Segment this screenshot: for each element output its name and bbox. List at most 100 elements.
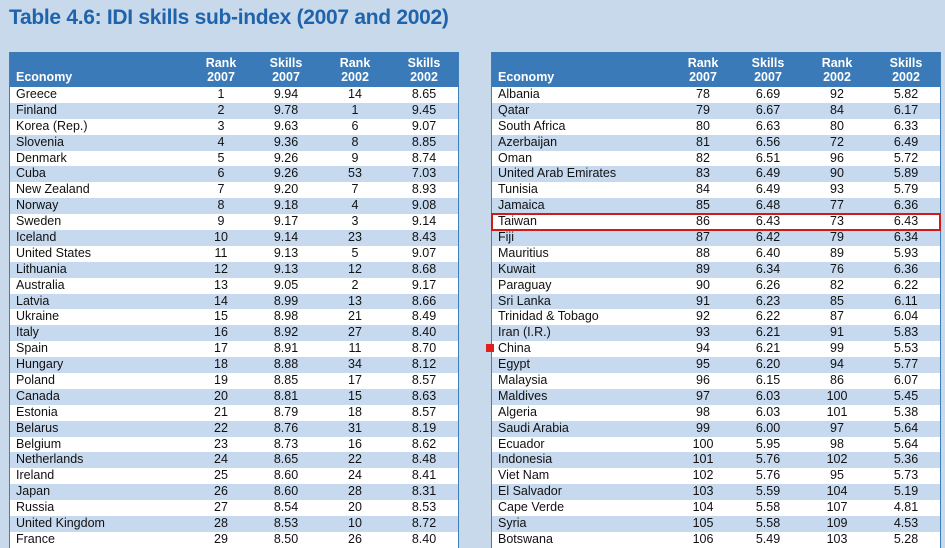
rank-2002-cell: 2 <box>351 277 359 292</box>
skills-2002-cell: 8.43 <box>411 230 437 245</box>
table-row: Spain 17 8.91 11 8.70 <box>10 341 458 358</box>
skills-2002-cell: 6.04 <box>893 309 919 324</box>
skills-2007-cell: 8.99 <box>273 293 299 308</box>
economy-cell: Belarus <box>16 420 59 435</box>
table-row: Denmark 5 9.26 9 8.74 <box>10 150 458 167</box>
skills-2002-cell: 8.70 <box>411 341 437 356</box>
skills-2007-cell: 6.67 <box>755 102 781 117</box>
table-row: Ecuador 100 5.95 98 5.64 <box>492 436 940 453</box>
skills-2007-cell: 6.63 <box>755 118 781 133</box>
skills-2007-cell: 9.05 <box>273 277 299 292</box>
rank-2002-cell: 102 <box>826 452 848 467</box>
table-row: Iceland 10 9.14 23 8.43 <box>10 230 458 246</box>
skills-2002-cell: 5.53 <box>893 341 919 356</box>
skills-2007-cell: 9.13 <box>273 245 299 260</box>
skills-2002-cell: 5.73 <box>893 468 919 483</box>
economy-cell: Norway <box>16 198 59 213</box>
rank-2002-cell: 109 <box>826 516 848 531</box>
rank-2002-cell: 82 <box>830 277 844 292</box>
economy-cell: Saudi Arabia <box>498 420 569 435</box>
skills-2002-cell: 9.45 <box>411 102 437 117</box>
skills-2007-cell: 8.53 <box>273 516 299 531</box>
economy-cell: Malaysia <box>498 373 548 388</box>
skills-2002-cell: 8.62 <box>411 436 437 451</box>
table-row: United Arab Emirates 83 6.49 90 5.89 <box>492 166 940 183</box>
economy-cell: Sweden <box>16 214 62 229</box>
rank-2007-cell: 1 <box>217 87 225 101</box>
rank-2007-cell: 88 <box>696 245 710 260</box>
skills-2007-cell: 6.03 <box>755 404 781 419</box>
economy-cell: Belgium <box>16 436 62 451</box>
left-table-header: Economy Rank 2007 Skills 2007 Rank 2002 Ski… <box>10 52 458 87</box>
skills-2002-cell: 5.64 <box>893 436 919 451</box>
rank-2002-cell: 24 <box>348 468 362 483</box>
skills-2002-cell: 4.81 <box>893 500 919 515</box>
rank-2007-cell: 27 <box>214 500 228 515</box>
rank-2002-cell: 7 <box>351 182 359 197</box>
rank-2002-cell: 91 <box>830 325 844 340</box>
skills-2007-cell: 5.95 <box>755 436 781 451</box>
economy-cell: Iceland <box>16 230 57 245</box>
skills-2002-cell: 8.40 <box>411 325 437 340</box>
skills-2002-cell: 7.03 <box>411 166 437 181</box>
economy-cell: Ireland <box>16 468 55 483</box>
skills-2007-cell: 9.94 <box>273 87 299 101</box>
table-row: Australia 13 9.05 2 9.17 <box>10 277 458 294</box>
rank-2002-cell: 107 <box>826 500 848 515</box>
rank-2002-cell: 6 <box>351 118 359 133</box>
skills-2007-cell: 9.14 <box>273 230 299 245</box>
skills-2002-cell: 9.17 <box>411 277 437 292</box>
rank-2002-cell: 13 <box>348 293 362 308</box>
economy-cell: Viet Nam <box>498 468 550 483</box>
skills-2002-cell: 5.36 <box>893 452 919 467</box>
table-row: Viet Nam 102 5.76 95 5.73 <box>492 468 940 485</box>
header-rank-2007: Rank 2007 <box>205 56 237 84</box>
economy-cell: Canada <box>16 388 60 403</box>
skills-2002-cell: 5.19 <box>893 484 919 499</box>
table-row: Ukraine 15 8.98 21 8.49 <box>10 309 458 326</box>
skills-2002-cell: 5.79 <box>893 182 919 197</box>
skills-2002-cell: 8.41 <box>411 468 437 483</box>
rank-2002-cell: 80 <box>830 118 844 133</box>
skills-2002-cell: 8.53 <box>411 500 437 515</box>
table-row: Cape Verde 104 5.58 107 4.81 <box>492 500 940 517</box>
table-row: Canada 20 8.81 15 8.63 <box>10 388 458 405</box>
economy-cell: Algeria <box>498 404 537 419</box>
skills-2007-cell: 9.20 <box>273 182 299 197</box>
skills-2007-cell: 8.73 <box>273 436 299 451</box>
table-row: Azerbaijan 81 6.56 72 6.49 <box>492 134 940 151</box>
rank-2007-cell: 91 <box>696 293 710 308</box>
economy-cell: Australia <box>16 277 65 292</box>
skills-2002-cell: 8.12 <box>411 357 437 372</box>
table-row: Maldives 97 6.03 100 5.45 <box>492 388 940 405</box>
skills-2007-cell: 5.58 <box>755 516 781 531</box>
table-row: Netherlands 24 8.65 22 8.48 <box>10 452 458 469</box>
table-row: Kuwait 89 6.34 76 6.36 <box>492 261 940 278</box>
rank-2007-cell: 86 <box>696 214 710 229</box>
rank-2002-cell: 21 <box>348 309 362 324</box>
rank-2002-cell: 77 <box>830 198 844 213</box>
economy-cell: Finland <box>16 102 57 117</box>
skills-2002-cell: 8.57 <box>411 373 437 388</box>
skills-2007-cell: 5.76 <box>755 452 781 467</box>
skills-2007-cell: 5.58 <box>755 500 781 515</box>
rank-2002-cell: 73 <box>830 214 844 229</box>
skills-2002-cell: 5.82 <box>893 87 919 101</box>
rank-2007-cell: 11 <box>214 245 228 260</box>
rank-2002-cell: 15 <box>348 388 362 403</box>
rank-2002-cell: 11 <box>348 341 362 356</box>
rank-2002-cell: 28 <box>348 484 362 499</box>
skills-2002-cell: 8.19 <box>411 420 437 435</box>
rank-2002-cell: 72 <box>830 134 844 149</box>
rank-2002-cell: 27 <box>348 325 362 340</box>
economy-cell: Netherlands <box>16 452 84 467</box>
rank-2007-cell: 9 <box>217 214 225 229</box>
rank-2007-cell: 101 <box>692 452 714 467</box>
table-row: New Zealand 7 9.20 7 8.93 <box>10 182 458 199</box>
rank-2002-cell: 99 <box>830 341 844 356</box>
skills-2002-cell: 8.48 <box>411 452 437 467</box>
table-row: Greece 1 9.94 14 8.65 <box>10 87 458 103</box>
right-table: Economy Rank 2007 Skills 2007 Rank 2002 Ski… <box>491 52 941 548</box>
economy-cell: Ukraine <box>16 309 60 324</box>
rank-2007-cell: 84 <box>696 182 710 197</box>
